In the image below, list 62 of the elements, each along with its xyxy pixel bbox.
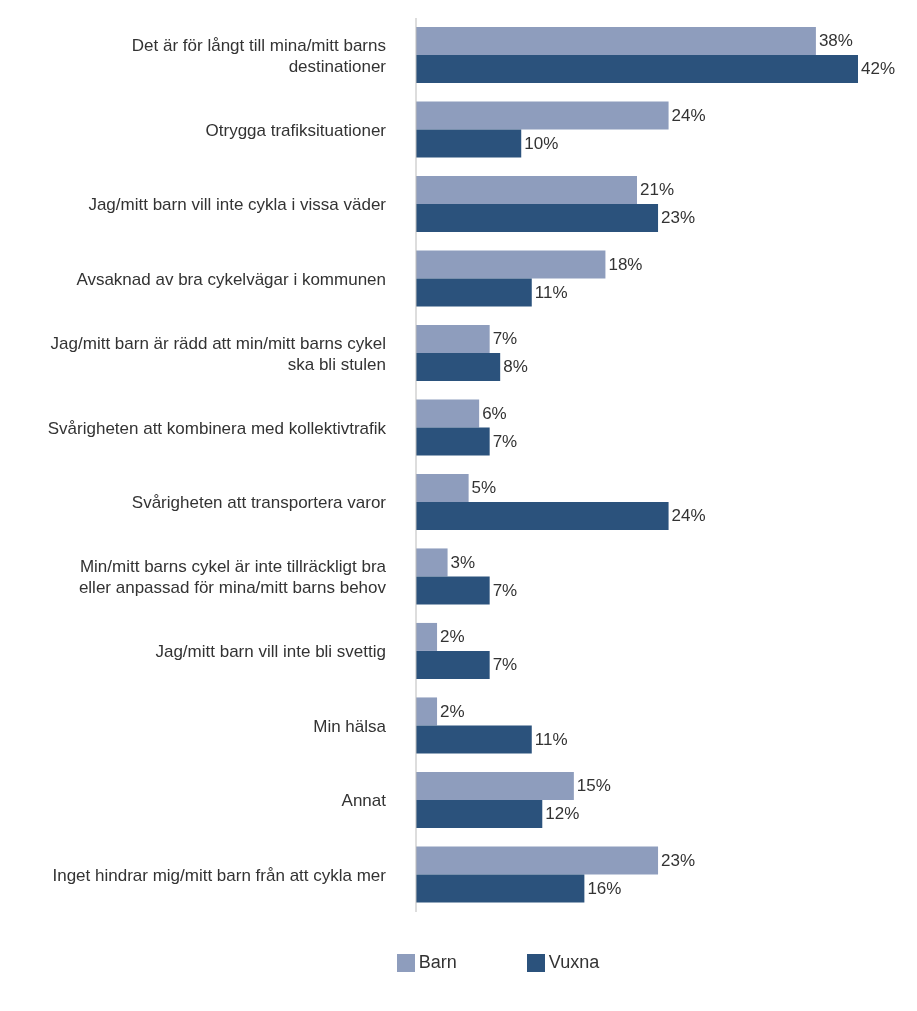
y-tick-label: Det är för långt till mina/mitt barns destinationer bbox=[131, 35, 387, 76]
data-label: 24% bbox=[671, 506, 706, 526]
data-label: 7% bbox=[492, 329, 518, 349]
bar bbox=[416, 54, 858, 83]
bar bbox=[416, 697, 438, 726]
y-tick-label: Jag/mitt barn vill inte bli svettig bbox=[155, 641, 386, 661]
bar bbox=[416, 129, 522, 158]
data-label: 3% bbox=[450, 552, 476, 572]
data-label: 11% bbox=[534, 729, 568, 749]
y-tick-label: Jag/mitt barn vill inte cykla i vissa väder bbox=[88, 194, 387, 214]
data-label: 21% bbox=[640, 180, 675, 200]
bar bbox=[416, 250, 606, 279]
bar bbox=[416, 203, 659, 232]
data-label: 23% bbox=[661, 208, 696, 228]
data-label: 12% bbox=[545, 804, 580, 824]
data-label: 42% bbox=[861, 59, 896, 79]
bar bbox=[416, 399, 480, 428]
data-label: 15% bbox=[576, 776, 611, 796]
y-tick-label: Svårigheten att kombinera med kollektivtrafik bbox=[47, 418, 387, 438]
data-label: 7% bbox=[492, 580, 518, 600]
data-label: 8% bbox=[503, 357, 528, 377]
bar bbox=[416, 874, 585, 903]
y-tick-label: Svårigheten att transportera varor bbox=[131, 492, 387, 512]
bar bbox=[416, 278, 532, 307]
bar bbox=[416, 548, 448, 577]
bar bbox=[416, 846, 659, 875]
data-label: 5% bbox=[471, 478, 497, 498]
bar bbox=[416, 501, 669, 530]
bar bbox=[416, 324, 490, 353]
bar bbox=[416, 473, 469, 502]
legend-label: Vuxna bbox=[548, 952, 600, 972]
data-label: 16% bbox=[587, 878, 622, 898]
data-label: 10% bbox=[524, 133, 559, 153]
y-tick-label: Annat bbox=[341, 790, 387, 810]
bar bbox=[416, 725, 532, 754]
data-label: 18% bbox=[608, 254, 643, 274]
bar bbox=[416, 175, 637, 204]
bar bbox=[416, 352, 501, 381]
data-label: 11% bbox=[534, 282, 568, 302]
data-label: 6% bbox=[482, 403, 507, 423]
data-label: 7% bbox=[492, 431, 518, 451]
y-tick-label: Min hälsa bbox=[313, 716, 387, 736]
bar bbox=[416, 771, 574, 800]
bar bbox=[416, 101, 669, 130]
y-tick-label: Otrygga trafiksituationer bbox=[205, 120, 387, 140]
data-label: 23% bbox=[661, 850, 696, 870]
y-tick-label: Inget hindrar mig/mitt barn från att cykla mer bbox=[52, 865, 387, 885]
data-label: 2% bbox=[440, 701, 465, 721]
data-label: 24% bbox=[671, 105, 706, 125]
bar bbox=[416, 26, 816, 55]
data-label: 7% bbox=[492, 655, 518, 675]
y-tick-label: Avsaknad av bra cykelvägar i kommunen bbox=[76, 269, 386, 289]
data-label: 2% bbox=[440, 627, 465, 647]
bar bbox=[416, 622, 438, 651]
bar bbox=[416, 650, 490, 679]
bar bbox=[416, 427, 490, 456]
bar bbox=[416, 576, 490, 605]
bar bbox=[416, 799, 543, 828]
y-tick-label: Jag/mitt barn är rädd att min/mitt barns cykel ska bli stulen bbox=[50, 333, 386, 374]
y-tick-label: Min/mitt barns cykel är inte tillräckligt bra eller anpassad för mina/mitt barns behov bbox=[78, 556, 387, 597]
legend-label: Barn bbox=[418, 952, 457, 972]
data-label: 38% bbox=[818, 31, 853, 51]
